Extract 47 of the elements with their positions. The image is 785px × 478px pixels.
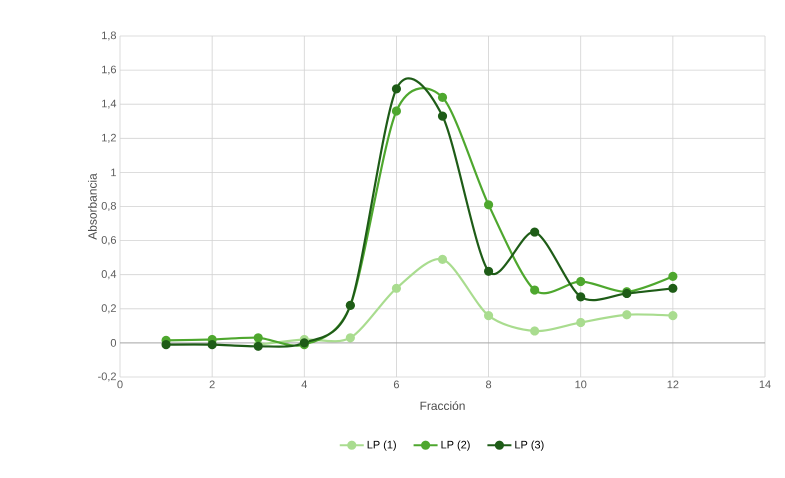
y-tick-label: 1,2 [102,134,116,143]
point [530,326,540,336]
y-tick-label: 1,8 [102,31,116,41]
point [438,254,448,264]
point [484,311,494,320]
point [576,292,586,302]
x-tick-label: 6 [394,380,399,388]
point [392,284,402,293]
point [438,92,448,102]
y-tick-label: 0,4 [102,270,116,280]
legend-label: LP (2) [441,440,470,451]
y-tick-label: 1,4 [102,100,116,109]
y-tick-label: 1 [111,168,116,176]
x-tick-label: 12 [668,380,678,388]
y-tick-label: 0,6 [102,236,116,246]
y-tick-label: 0 [110,339,116,347]
point [668,311,678,320]
point [530,285,540,295]
y-tick-label: 0,8 [102,202,116,212]
x-tick-label: 4 [301,380,308,388]
point [622,310,632,320]
x-tick-label: 10 [575,380,586,388]
point [208,340,217,350]
point [668,272,678,281]
y-tick-label: 0,2 [102,304,116,314]
legend-label: LP (1) [368,440,396,451]
point [392,106,402,116]
y-tick-label: -0,2 [98,372,116,382]
point [346,333,355,342]
x-tick-label: 0 [117,380,123,388]
x-axis-title: Fracción [420,401,465,410]
point [668,284,678,293]
point [438,112,448,121]
x-tick-label: 14 [760,380,771,388]
point [576,318,586,328]
x-tick-label: 2 [210,380,215,388]
point [530,227,540,237]
point [392,84,402,94]
point [484,200,494,210]
point [484,266,494,276]
y-tick-label: 1,6 [102,66,116,75]
x-tick-label: 8 [486,380,492,388]
y-axis-title: Absorbancia [88,173,97,240]
point [161,340,171,350]
point [576,276,586,286]
legend-label: LP (3) [515,440,544,451]
point [254,333,263,342]
